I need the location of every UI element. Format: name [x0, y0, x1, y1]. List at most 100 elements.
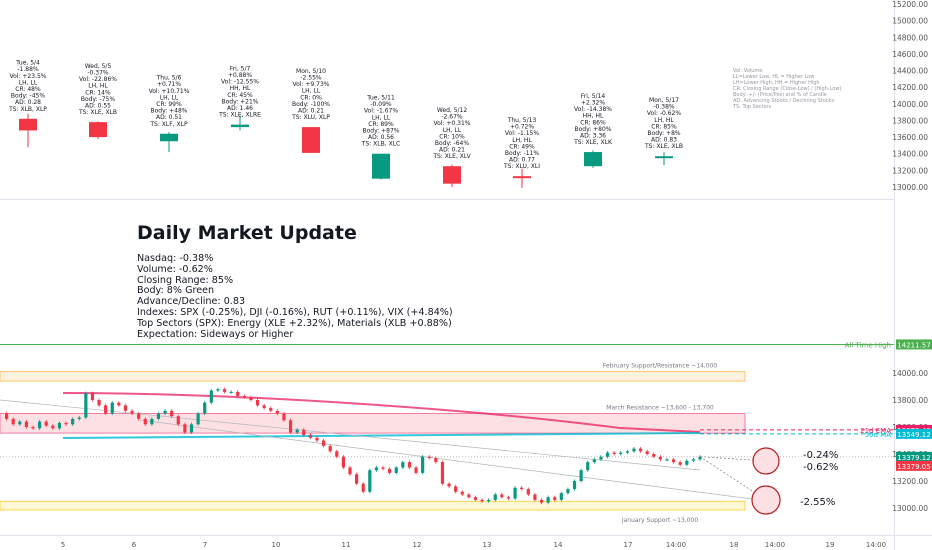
- summary-line: Top Sectors (SPX): Energy (XLE +2.32%), …: [137, 317, 452, 329]
- candle-body: [160, 133, 178, 142]
- price-bar: [368, 470, 372, 492]
- price-bar: [579, 470, 583, 481]
- price-bar: [454, 486, 458, 492]
- price-bar: [652, 454, 656, 457]
- legend-text: CR: Closing Range (Close-Low) / (High-Lo…: [733, 86, 842, 92]
- price-bar: [460, 491, 464, 495]
- price-bar: [513, 487, 517, 499]
- price-bar: [255, 400, 260, 406]
- price-bar: [18, 421, 22, 425]
- x-tick-label: 18: [730, 541, 739, 549]
- price-bar: [104, 405, 108, 414]
- price-bar: [130, 410, 134, 414]
- candle-body: [19, 118, 37, 131]
- price-bar: [348, 467, 352, 475]
- price-bar: [645, 451, 649, 454]
- price-bar: [44, 421, 48, 426]
- price-bar: [196, 413, 200, 425]
- y-tick-label: 15000.00: [892, 17, 928, 26]
- y-tick-label: 14000.00: [892, 100, 928, 109]
- price-bar: [658, 456, 662, 460]
- price-bar: [526, 489, 530, 495]
- zone-label: March Resistance ~13,600 - 13,700: [606, 405, 714, 412]
- price-bar: [685, 460, 689, 465]
- summary-line: Indexes: SPX (-0.25%), DJI (-0.16%), RUT…: [137, 306, 453, 318]
- price-bar: [97, 400, 101, 406]
- legend-text: Vol: Volume: [733, 68, 762, 74]
- price-bar: [222, 389, 227, 392]
- candle-stat-label: Body: +8%: [647, 130, 680, 137]
- candle-stat-label: Vol: -14.38%: [574, 106, 612, 113]
- x-tick-label: 14:00: [866, 541, 886, 549]
- price-bar: [341, 456, 345, 468]
- price-bar: [500, 494, 504, 498]
- trend-line: [0, 399, 701, 471]
- price-bar: [262, 405, 266, 409]
- candle-stat-label: Mon, 5/17: [649, 97, 679, 104]
- price-bar: [90, 393, 95, 400]
- price-bar: [24, 421, 29, 427]
- price-bar: [421, 456, 425, 473]
- candle-stat-label: TS: XLU, XLP: [291, 114, 330, 121]
- price-tag-value: 13379.05: [897, 463, 930, 471]
- zone-label: January Support ~13,000: [621, 517, 698, 524]
- candle-stat-label: Body: +21%: [221, 98, 258, 105]
- candle-body: [443, 166, 461, 184]
- price-bar: [691, 459, 695, 461]
- price-bar: [189, 424, 194, 433]
- price-bar: [407, 462, 412, 468]
- legend-text: TS: Top Sectors: [732, 104, 772, 110]
- price-bar: [533, 494, 537, 500]
- candle-stat-label: -2.67%: [441, 114, 463, 121]
- price-bar: [84, 393, 88, 418]
- price-bar: [539, 499, 544, 503]
- price-bar: [671, 459, 676, 463]
- candle-stat-label: Body: +87%: [362, 128, 399, 135]
- candle-stat-label: CR: 45%: [227, 92, 253, 99]
- candle-stat-label: +2.32%: [581, 99, 605, 106]
- sma-line: [62, 432, 701, 439]
- projection-arrow: [699, 456, 767, 462]
- price-bar: [216, 389, 220, 391]
- candle-stat-label: CR: 99%: [156, 101, 182, 108]
- candle-stat-label: Mon, 5/10: [296, 68, 326, 75]
- price-tag-value: 13379.12: [897, 454, 930, 462]
- candle-stat-label: TS: XLE, XLB: [78, 109, 117, 116]
- y-tick-label: 15200.00: [892, 0, 928, 9]
- candle-stat-label: Fri, 5/14: [581, 93, 606, 100]
- price-bar: [308, 435, 312, 438]
- candle-stat-label: TS: XLB, XLC: [361, 141, 400, 148]
- price-bar: [170, 410, 174, 417]
- x-tick-label: 13: [483, 541, 492, 549]
- price-bar: [374, 467, 379, 471]
- price-bar: [612, 452, 616, 454]
- price-bar: [156, 413, 161, 419]
- candle-body: [513, 176, 531, 179]
- price-bar: [546, 497, 550, 503]
- price-bar: [77, 417, 81, 419]
- price-bar: [38, 421, 42, 429]
- y-tick-label: 14400.00: [892, 67, 928, 76]
- zone-label: February Support/Resistance ~14,000: [603, 363, 718, 370]
- candle-stat-label: TS: XLE, XLV: [432, 153, 471, 160]
- price-bar: [480, 499, 484, 502]
- price-bar: [321, 440, 326, 446]
- y-tick-label: 14800.00: [892, 33, 928, 42]
- price-bar: [434, 458, 438, 463]
- y-tick-label: 14000.00: [892, 369, 928, 378]
- price-bar: [203, 402, 207, 414]
- candle-stat-label: Vol: +10.71%: [149, 88, 190, 95]
- price-bar: [64, 422, 68, 425]
- target-circle: [752, 447, 780, 475]
- ema-line: [62, 392, 701, 433]
- candle-stat-label: AD: 1.46: [227, 105, 253, 112]
- target-circle: [751, 485, 781, 515]
- price-bar: [143, 418, 147, 425]
- target-label: -0.62%: [803, 462, 838, 473]
- price-bar: [176, 416, 180, 425]
- candle-stat-label: CR: 10%: [439, 133, 465, 140]
- price-tag-bg: [896, 460, 932, 471]
- candle-stat-label: AD: 0.83: [651, 137, 677, 144]
- candle-stat-label: AD: 3.36: [580, 132, 606, 139]
